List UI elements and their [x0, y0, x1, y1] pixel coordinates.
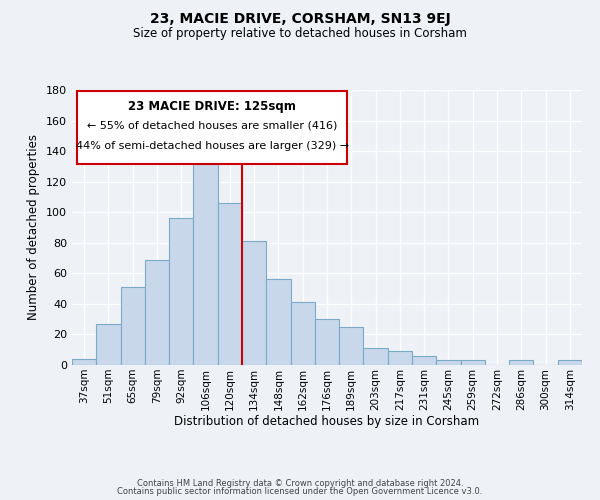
Bar: [412, 356, 436, 365]
Bar: [364, 348, 388, 365]
Text: 23 MACIE DRIVE: 125sqm: 23 MACIE DRIVE: 125sqm: [128, 100, 296, 112]
Bar: [436, 360, 461, 365]
Bar: [96, 324, 121, 365]
Bar: [218, 203, 242, 365]
Text: 44% of semi-detached houses are larger (329) →: 44% of semi-detached houses are larger (…: [76, 142, 349, 152]
Bar: [145, 260, 169, 365]
Bar: [558, 360, 582, 365]
FancyBboxPatch shape: [77, 92, 347, 164]
Bar: [388, 351, 412, 365]
Bar: [461, 360, 485, 365]
Bar: [121, 287, 145, 365]
Bar: [290, 302, 315, 365]
Bar: [266, 280, 290, 365]
Bar: [169, 218, 193, 365]
Bar: [339, 327, 364, 365]
Bar: [193, 151, 218, 365]
Text: Contains HM Land Registry data © Crown copyright and database right 2024.: Contains HM Land Registry data © Crown c…: [137, 478, 463, 488]
Text: Contains public sector information licensed under the Open Government Licence v3: Contains public sector information licen…: [118, 487, 482, 496]
Y-axis label: Number of detached properties: Number of detached properties: [28, 134, 40, 320]
Bar: [509, 360, 533, 365]
Bar: [72, 359, 96, 365]
Text: ← 55% of detached houses are smaller (416): ← 55% of detached houses are smaller (41…: [87, 120, 337, 130]
Text: 23, MACIE DRIVE, CORSHAM, SN13 9EJ: 23, MACIE DRIVE, CORSHAM, SN13 9EJ: [149, 12, 451, 26]
Bar: [242, 242, 266, 365]
Bar: [315, 319, 339, 365]
Text: Size of property relative to detached houses in Corsham: Size of property relative to detached ho…: [133, 28, 467, 40]
X-axis label: Distribution of detached houses by size in Corsham: Distribution of detached houses by size …: [175, 416, 479, 428]
